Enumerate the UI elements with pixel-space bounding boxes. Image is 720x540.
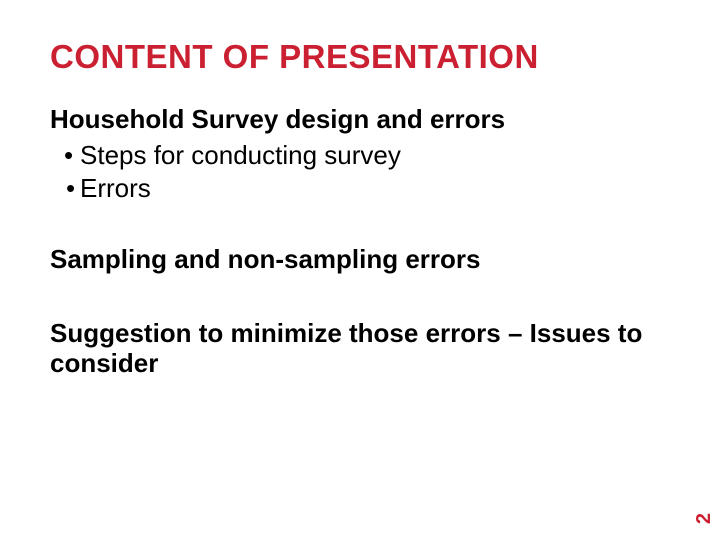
section-heading-2: Sampling and non-sampling errors [50,244,670,275]
section-2: Sampling and non-sampling errors [50,244,670,275]
section-heading-1: Household Survey design and errors [50,104,670,135]
slide: CONTENT OF PRESENTATION Household Survey… [0,0,720,540]
bullet-item: Errors [80,172,670,205]
bullet-list-1: Steps for conducting survey Errors [80,139,670,204]
slide-title: CONTENT OF PRESENTATION [50,38,670,76]
section-1: Household Survey design and errors Steps… [50,104,670,204]
bullet-item: Steps for conducting survey [80,139,670,172]
section-heading-3: Suggestion to minimize those errors – Is… [50,319,670,379]
section-3: Suggestion to minimize those errors – Is… [50,319,670,379]
page-number: 2 [693,513,716,524]
